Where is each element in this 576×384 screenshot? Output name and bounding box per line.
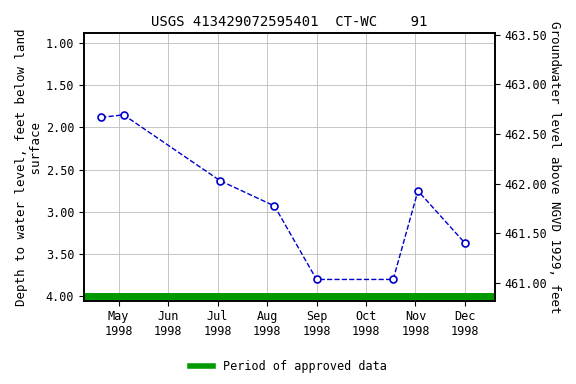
Y-axis label: Depth to water level, feet below land
     surface: Depth to water level, feet below land su… — [15, 28, 43, 306]
Title: USGS 413429072595401  CT-WC    91: USGS 413429072595401 CT-WC 91 — [151, 15, 427, 29]
Legend: Period of approved data: Period of approved data — [185, 356, 391, 378]
Y-axis label: Groundwater level above NGVD 1929, feet: Groundwater level above NGVD 1929, feet — [548, 20, 561, 313]
